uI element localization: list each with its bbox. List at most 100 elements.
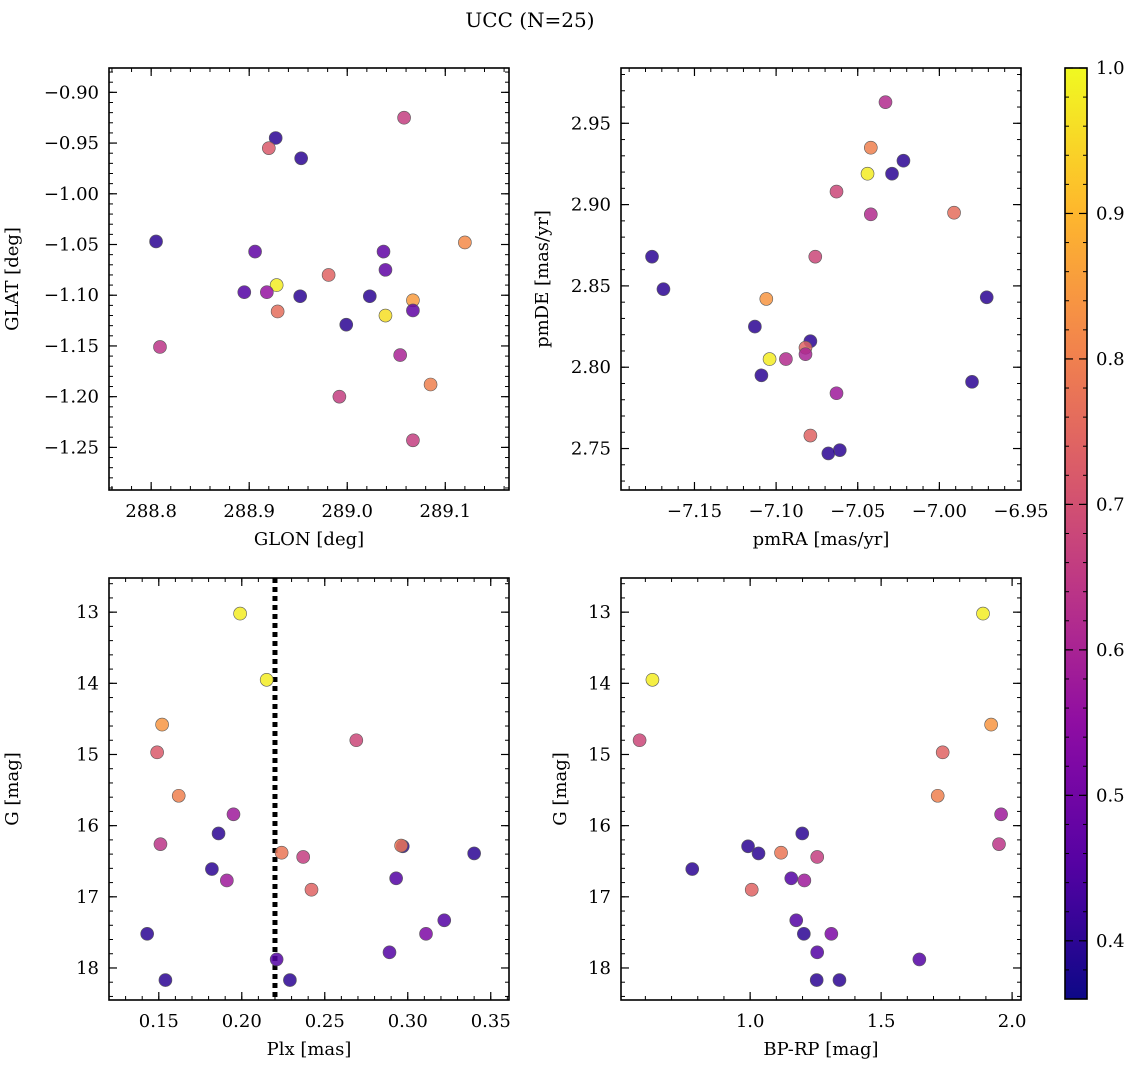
colorbar-tick-label: 0.4 xyxy=(1096,931,1125,952)
x-tick-label: 0.30 xyxy=(388,1011,428,1032)
data-point xyxy=(294,151,308,166)
data-point xyxy=(394,838,408,853)
y-tick-label: 2.95 xyxy=(571,113,611,134)
data-point xyxy=(832,973,847,987)
figure-title: UCC (N=25) xyxy=(465,8,594,32)
y-axis-label: G [mag] xyxy=(550,752,571,825)
data-point xyxy=(935,745,950,760)
data-point xyxy=(260,285,274,299)
data-point xyxy=(645,672,660,687)
data-point xyxy=(632,733,647,748)
x-tick-label: 288.9 xyxy=(223,501,275,522)
x-tick-label: 288.8 xyxy=(125,501,177,522)
panel-1: 288.8 288.9 289.0 289.1 −0.90 −0.95 −1.00 −1.05… xyxy=(2,67,510,550)
data-point xyxy=(994,807,1008,822)
y-tick-label: −1.15 xyxy=(44,336,99,357)
y-tick-label: 15 xyxy=(588,744,611,765)
data-point xyxy=(885,166,899,181)
data-point xyxy=(774,845,788,860)
data-point xyxy=(751,846,766,861)
data-point xyxy=(808,249,823,264)
y-tick-label: −1.00 xyxy=(44,184,99,205)
data-point xyxy=(237,285,252,299)
data-point xyxy=(878,95,893,109)
data-point xyxy=(965,375,979,389)
y-tick-label: −0.95 xyxy=(44,133,99,154)
x-tick-label: −7.10 xyxy=(749,501,804,522)
y-axis-label: GLAT [deg] xyxy=(2,227,23,331)
y-tick-label: 18 xyxy=(76,958,99,979)
data-point xyxy=(754,368,769,383)
data-point xyxy=(458,235,472,250)
data-point xyxy=(226,807,241,822)
data-point xyxy=(269,952,284,967)
data-point xyxy=(832,443,847,457)
x-axis-label: pmRA [mas/yr] xyxy=(753,529,890,550)
data-point xyxy=(332,389,347,404)
data-point xyxy=(912,952,927,967)
data-point xyxy=(419,927,433,941)
data-point xyxy=(437,913,452,928)
data-point xyxy=(748,319,762,334)
data-point xyxy=(976,606,990,621)
x-tick-label: 0.20 xyxy=(222,1011,262,1032)
colorbar: 0.4 0.5 0.6 0.7 0.8 0.9 1.0 xyxy=(1064,58,1125,1000)
y-tick-label: 2.85 xyxy=(571,276,611,297)
colorbar-frame xyxy=(1064,67,1088,1000)
data-point xyxy=(860,166,875,181)
x-axis-label: BP-RP [mag] xyxy=(763,1039,878,1060)
data-point xyxy=(362,289,377,304)
data-point xyxy=(798,347,813,362)
x-tick-label: −7.00 xyxy=(912,501,967,522)
data-point xyxy=(205,862,219,876)
data-point xyxy=(803,428,818,443)
data-point xyxy=(810,850,825,864)
y-tick-label: 2.90 xyxy=(571,195,611,216)
y-tick-label: 15 xyxy=(76,744,99,765)
data-point xyxy=(233,606,247,621)
data-point xyxy=(269,278,284,292)
data-point xyxy=(789,913,804,928)
data-point xyxy=(797,873,812,888)
y-tick-label: 16 xyxy=(76,816,99,837)
data-point xyxy=(759,292,774,306)
y-tick-label: 13 xyxy=(588,602,611,623)
plot-frame xyxy=(108,67,510,491)
data-point xyxy=(150,745,164,760)
y-tick-label: −1.05 xyxy=(44,235,99,256)
y-tick-label: −1.20 xyxy=(44,387,99,408)
data-point xyxy=(296,850,310,864)
panel-2: −7.15 −7.10 −7.05 −7.00 −6.95 2.75 2.80 2.85 2.9… xyxy=(532,67,1049,550)
plot-frame xyxy=(620,577,1022,1001)
x-axis-label: Plx [mas] xyxy=(267,1039,352,1060)
data-point xyxy=(795,826,810,841)
panel-3: 0.15 0.20 0.25 0.30 0.35 13 14 15 16 17 18 Plx [mas… xyxy=(2,577,511,1060)
data-point xyxy=(389,871,403,886)
data-point xyxy=(376,244,391,259)
x-tick-label: 289.0 xyxy=(321,501,373,522)
data-point xyxy=(339,317,354,332)
data-point xyxy=(220,873,234,888)
y-tick-label: 13 xyxy=(76,602,99,623)
plot-frame xyxy=(108,577,510,1001)
data-point xyxy=(645,249,659,264)
data-point xyxy=(149,234,163,249)
data-point xyxy=(930,788,945,803)
data-point xyxy=(656,282,671,296)
plot-frame xyxy=(620,67,1022,491)
data-point xyxy=(140,927,154,941)
y-tick-label: −1.10 xyxy=(44,285,99,306)
x-tick-label: 1.0 xyxy=(736,1011,765,1032)
data-point xyxy=(810,945,825,960)
y-axis-label: G [mag] xyxy=(2,752,23,825)
data-point xyxy=(304,882,319,897)
y-tick-label: 18 xyxy=(588,958,611,979)
y-tick-label: 14 xyxy=(76,673,99,694)
data-point xyxy=(423,377,438,392)
data-point xyxy=(378,263,393,277)
data-point xyxy=(259,672,274,687)
colorbar-tick-label: 1.0 xyxy=(1096,58,1125,79)
data-point xyxy=(293,289,307,304)
y-tick-label: −1.25 xyxy=(44,437,99,458)
